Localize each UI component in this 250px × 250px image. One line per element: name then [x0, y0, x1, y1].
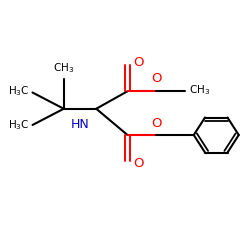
Text: HN: HN [71, 118, 90, 132]
Text: CH$_3$: CH$_3$ [53, 61, 74, 75]
Text: O: O [134, 56, 144, 69]
Text: H$_3$C: H$_3$C [8, 118, 30, 132]
Text: O: O [151, 117, 162, 130]
Text: O: O [151, 72, 162, 85]
Text: CH$_3$: CH$_3$ [189, 83, 210, 97]
Text: H$_3$C: H$_3$C [8, 84, 30, 98]
Text: O: O [134, 157, 144, 170]
